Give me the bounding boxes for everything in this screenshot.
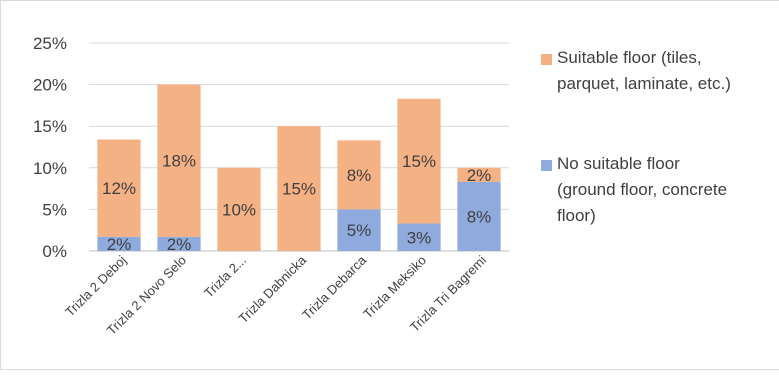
y-tick-label: 10%: [33, 159, 67, 178]
bar-segment-suitable-floor: [157, 84, 201, 237]
data-label: 2%: [467, 166, 492, 185]
data-label: 15%: [402, 152, 436, 171]
data-label: 2%: [107, 235, 132, 254]
y-tick-label: 15%: [33, 117, 67, 136]
legend-label: (ground floor, concrete: [557, 180, 727, 199]
data-label: 18%: [162, 152, 196, 171]
bar-segment-suitable-floor: [397, 98, 441, 224]
data-label: 3%: [407, 228, 432, 247]
bar-segment-no-suitable-floor: [157, 236, 201, 251]
bar-segment-no-suitable-floor: [457, 181, 501, 251]
legend-swatch: [541, 54, 552, 65]
data-label: 8%: [347, 166, 372, 185]
bar-segment-suitable-floor: [217, 167, 261, 251]
data-label: 8%: [467, 207, 492, 226]
legend-label: Suitable floor (tiles,: [557, 48, 702, 67]
data-label: 12%: [102, 179, 136, 198]
x-tick-label: Trizla 2...: [201, 253, 249, 301]
x-tick-label: Trizla 2 Deboj: [62, 252, 129, 319]
legend-label: floor): [557, 206, 596, 225]
bar-segment-no-suitable-floor: [337, 209, 381, 251]
data-label: 2%: [167, 235, 192, 254]
y-tick-label: 0%: [42, 242, 67, 261]
x-tick-label: Trizla Debarca: [299, 252, 370, 323]
y-tick-label: 25%: [33, 34, 67, 53]
data-label: 10%: [222, 200, 256, 219]
bar-segment-suitable-floor: [97, 139, 141, 237]
data-label: 5%: [347, 221, 372, 240]
bar-segment-suitable-floor: [337, 140, 381, 210]
bar-segment-no-suitable-floor: [397, 223, 441, 251]
legend-swatch: [541, 160, 552, 171]
legend-label: No suitable floor: [557, 154, 680, 173]
y-tick-label: 20%: [33, 76, 67, 95]
bar-segment-suitable-floor: [277, 126, 321, 251]
legend-label: parquet, laminate, etc.): [557, 74, 731, 93]
bar-segment-no-suitable-floor: [97, 236, 141, 251]
y-tick-label: 5%: [42, 200, 67, 219]
data-label: 15%: [282, 180, 316, 199]
bar-segment-suitable-floor: [457, 167, 501, 182]
